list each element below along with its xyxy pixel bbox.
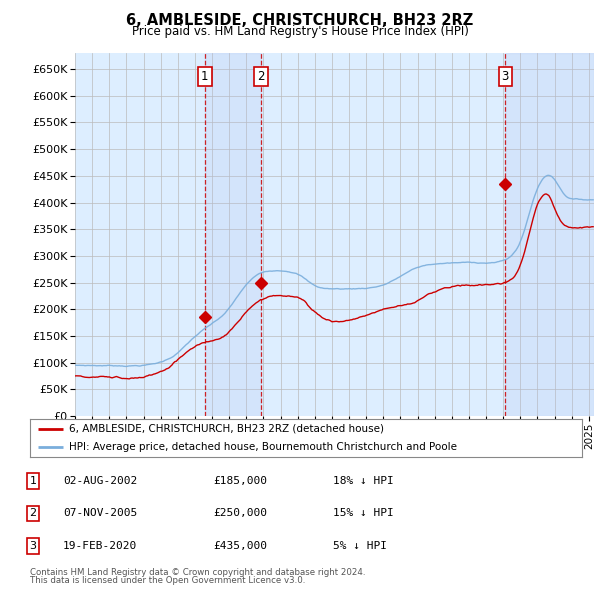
Text: Price paid vs. HM Land Registry's House Price Index (HPI): Price paid vs. HM Land Registry's House … (131, 25, 469, 38)
Text: 2: 2 (29, 509, 37, 518)
Bar (205, 53, 261, 416)
Text: Contains HM Land Registry data © Crown copyright and database right 2024.: Contains HM Land Registry data © Crown c… (30, 568, 365, 577)
Text: £250,000: £250,000 (213, 509, 267, 518)
Text: 6, AMBLESIDE, CHRISTCHURCH, BH23 2RZ: 6, AMBLESIDE, CHRISTCHURCH, BH23 2RZ (127, 13, 473, 28)
Text: 3: 3 (29, 541, 37, 550)
Text: £185,000: £185,000 (213, 476, 267, 486)
Text: 02-AUG-2002: 02-AUG-2002 (63, 476, 137, 486)
Text: 18% ↓ HPI: 18% ↓ HPI (333, 476, 394, 486)
Bar (505, 53, 594, 416)
Text: 1: 1 (201, 70, 209, 83)
Text: 5% ↓ HPI: 5% ↓ HPI (333, 541, 387, 550)
Text: This data is licensed under the Open Government Licence v3.0.: This data is licensed under the Open Gov… (30, 576, 305, 585)
Text: 3: 3 (502, 70, 509, 83)
Text: 6, AMBLESIDE, CHRISTCHURCH, BH23 2RZ (detached house): 6, AMBLESIDE, CHRISTCHURCH, BH23 2RZ (de… (68, 424, 383, 434)
Text: 1: 1 (29, 476, 37, 486)
Text: 15% ↓ HPI: 15% ↓ HPI (333, 509, 394, 518)
Text: £435,000: £435,000 (213, 541, 267, 550)
Text: HPI: Average price, detached house, Bournemouth Christchurch and Poole: HPI: Average price, detached house, Bour… (68, 442, 457, 453)
Text: 2: 2 (257, 70, 265, 83)
Text: 07-NOV-2005: 07-NOV-2005 (63, 509, 137, 518)
Text: 19-FEB-2020: 19-FEB-2020 (63, 541, 137, 550)
